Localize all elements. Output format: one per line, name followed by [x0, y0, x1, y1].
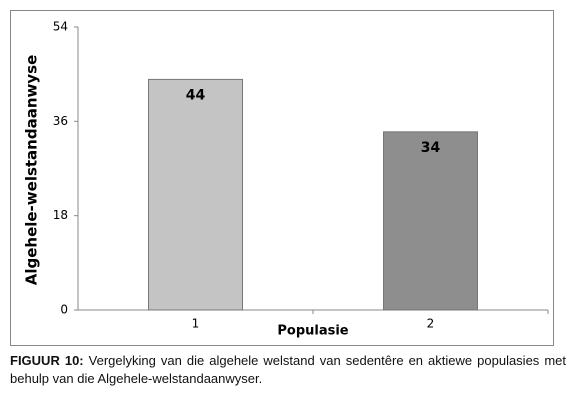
data-label: 44	[186, 87, 206, 103]
y-tick-label: 36	[53, 114, 68, 128]
y-tick-label: 54	[53, 20, 68, 34]
caption-text: Vergelyking van die algehele welstand va…	[10, 353, 566, 386]
bar	[148, 78, 243, 311]
bar	[383, 131, 478, 311]
figure-caption: FIGUUR 10: Vergelyking van die algehele …	[10, 352, 566, 388]
data-label: 34	[421, 140, 441, 156]
caption-label: FIGUUR 10:	[10, 353, 84, 368]
x-tick-label: 2	[427, 317, 435, 331]
x-axis-title: Populasie	[277, 324, 348, 339]
y-tick-label: 18	[53, 208, 68, 222]
chart: Populasie Algehele-welstandaanwyse 0 18 36…	[10, 10, 554, 346]
chart-frame	[10, 10, 554, 346]
x-tick-label: 1	[192, 317, 200, 331]
y-axis-title: Algehele-welstandaanwyse	[23, 55, 41, 286]
y-tick-label: 0	[60, 303, 68, 317]
